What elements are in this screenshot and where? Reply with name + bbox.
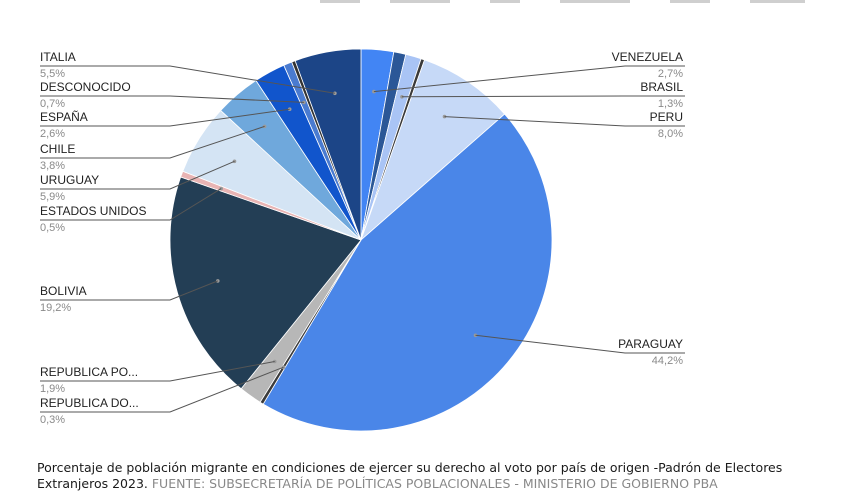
leader-line-chile [40, 125, 265, 159]
label-name-peru: PERU [650, 110, 683, 124]
leader-line-republica-po [40, 361, 275, 382]
label-name-estados-unidos: ESTADOS UNIDOS [40, 204, 146, 218]
leader-line-estados-unidos [40, 188, 222, 221]
label-name-uruguay: URUGUAY [40, 173, 99, 187]
leader-line-republica-do [40, 366, 284, 413]
label-pct-paraguay: 44,2% [652, 355, 683, 367]
leader-line-venezuela [373, 65, 685, 93]
leader-dot-desconocido [302, 100, 306, 105]
label-name-italia: ITALIA [40, 50, 76, 64]
label-pct-estados-unidos: 0,5% [40, 222, 65, 234]
leader-line-desconocido [40, 95, 304, 103]
pie-slices [169, 48, 553, 432]
slice-labels: VENEZUELA 2,7%BRASIL 1,3%PERU 8,0% PARAGUAY 4… [40, 50, 683, 426]
leader-lines [40, 65, 685, 413]
label-pct-uruguay: 5,9% [40, 191, 65, 203]
label-name-desconocido: DESCONOCIDO [40, 80, 131, 94]
leader-line-italia [40, 65, 335, 94]
slice-paraguay [262, 113, 553, 432]
label-name-chile: CHILE [40, 142, 75, 156]
label-name-bolivia: BOLIVIA [40, 284, 87, 298]
label-name-republica-po: REPUBLICA PO... [40, 365, 138, 379]
label-pct-italia: 5,5% [40, 68, 65, 80]
label-name-paraguay: PARAGUAY [618, 337, 683, 351]
leader-line-peru [444, 116, 685, 127]
label-name-españa: ESPAÑA [40, 110, 88, 124]
label-pct-brasil: 1,3% [658, 98, 683, 110]
label-name-republica-do: REPUBLICA DO... [40, 396, 139, 410]
pie-chart: VENEZUELA 2,7%BRASIL 1,3%PERU 8,0% PARAGUAY 4… [40, 48, 685, 432]
top-decoration [320, 0, 805, 3]
label-name-venezuela: VENEZUELA [612, 50, 683, 64]
slice-bolivia [169, 176, 362, 390]
leader-line-bolivia [40, 280, 218, 301]
label-pct-republica-po: 1,9% [40, 383, 65, 395]
leader-line-brasil [401, 95, 685, 98]
leader-dot-chile [262, 124, 267, 129]
label-pct-desconocido: 0,7% [40, 98, 65, 110]
chart-caption: Porcentaje de población migrante en cond… [37, 460, 837, 492]
label-pct-chile: 3,8% [40, 160, 65, 172]
slice-italia [294, 48, 362, 241]
label-pct-venezuela: 2,7% [658, 68, 683, 80]
label-pct-españa: 2,6% [40, 128, 65, 140]
caption-text: Porcentaje de población migrante en cond… [37, 460, 783, 491]
label-name-brasil: BRASIL [640, 80, 683, 94]
leader-dot-peru [442, 114, 447, 119]
leader-line-españa [40, 108, 290, 127]
label-pct-peru: 8,0% [658, 128, 683, 140]
leader-dot-italia [333, 91, 337, 96]
label-pct-bolivia: 19,2% [40, 302, 71, 314]
caption-source: FUENTE: SUBSECRETARÍA DE POLÍTICAS POBLA… [151, 476, 718, 491]
leader-line-uruguay [40, 160, 235, 190]
leader-line-paraguay [475, 334, 685, 354]
label-pct-republica-do: 0,3% [40, 414, 65, 426]
